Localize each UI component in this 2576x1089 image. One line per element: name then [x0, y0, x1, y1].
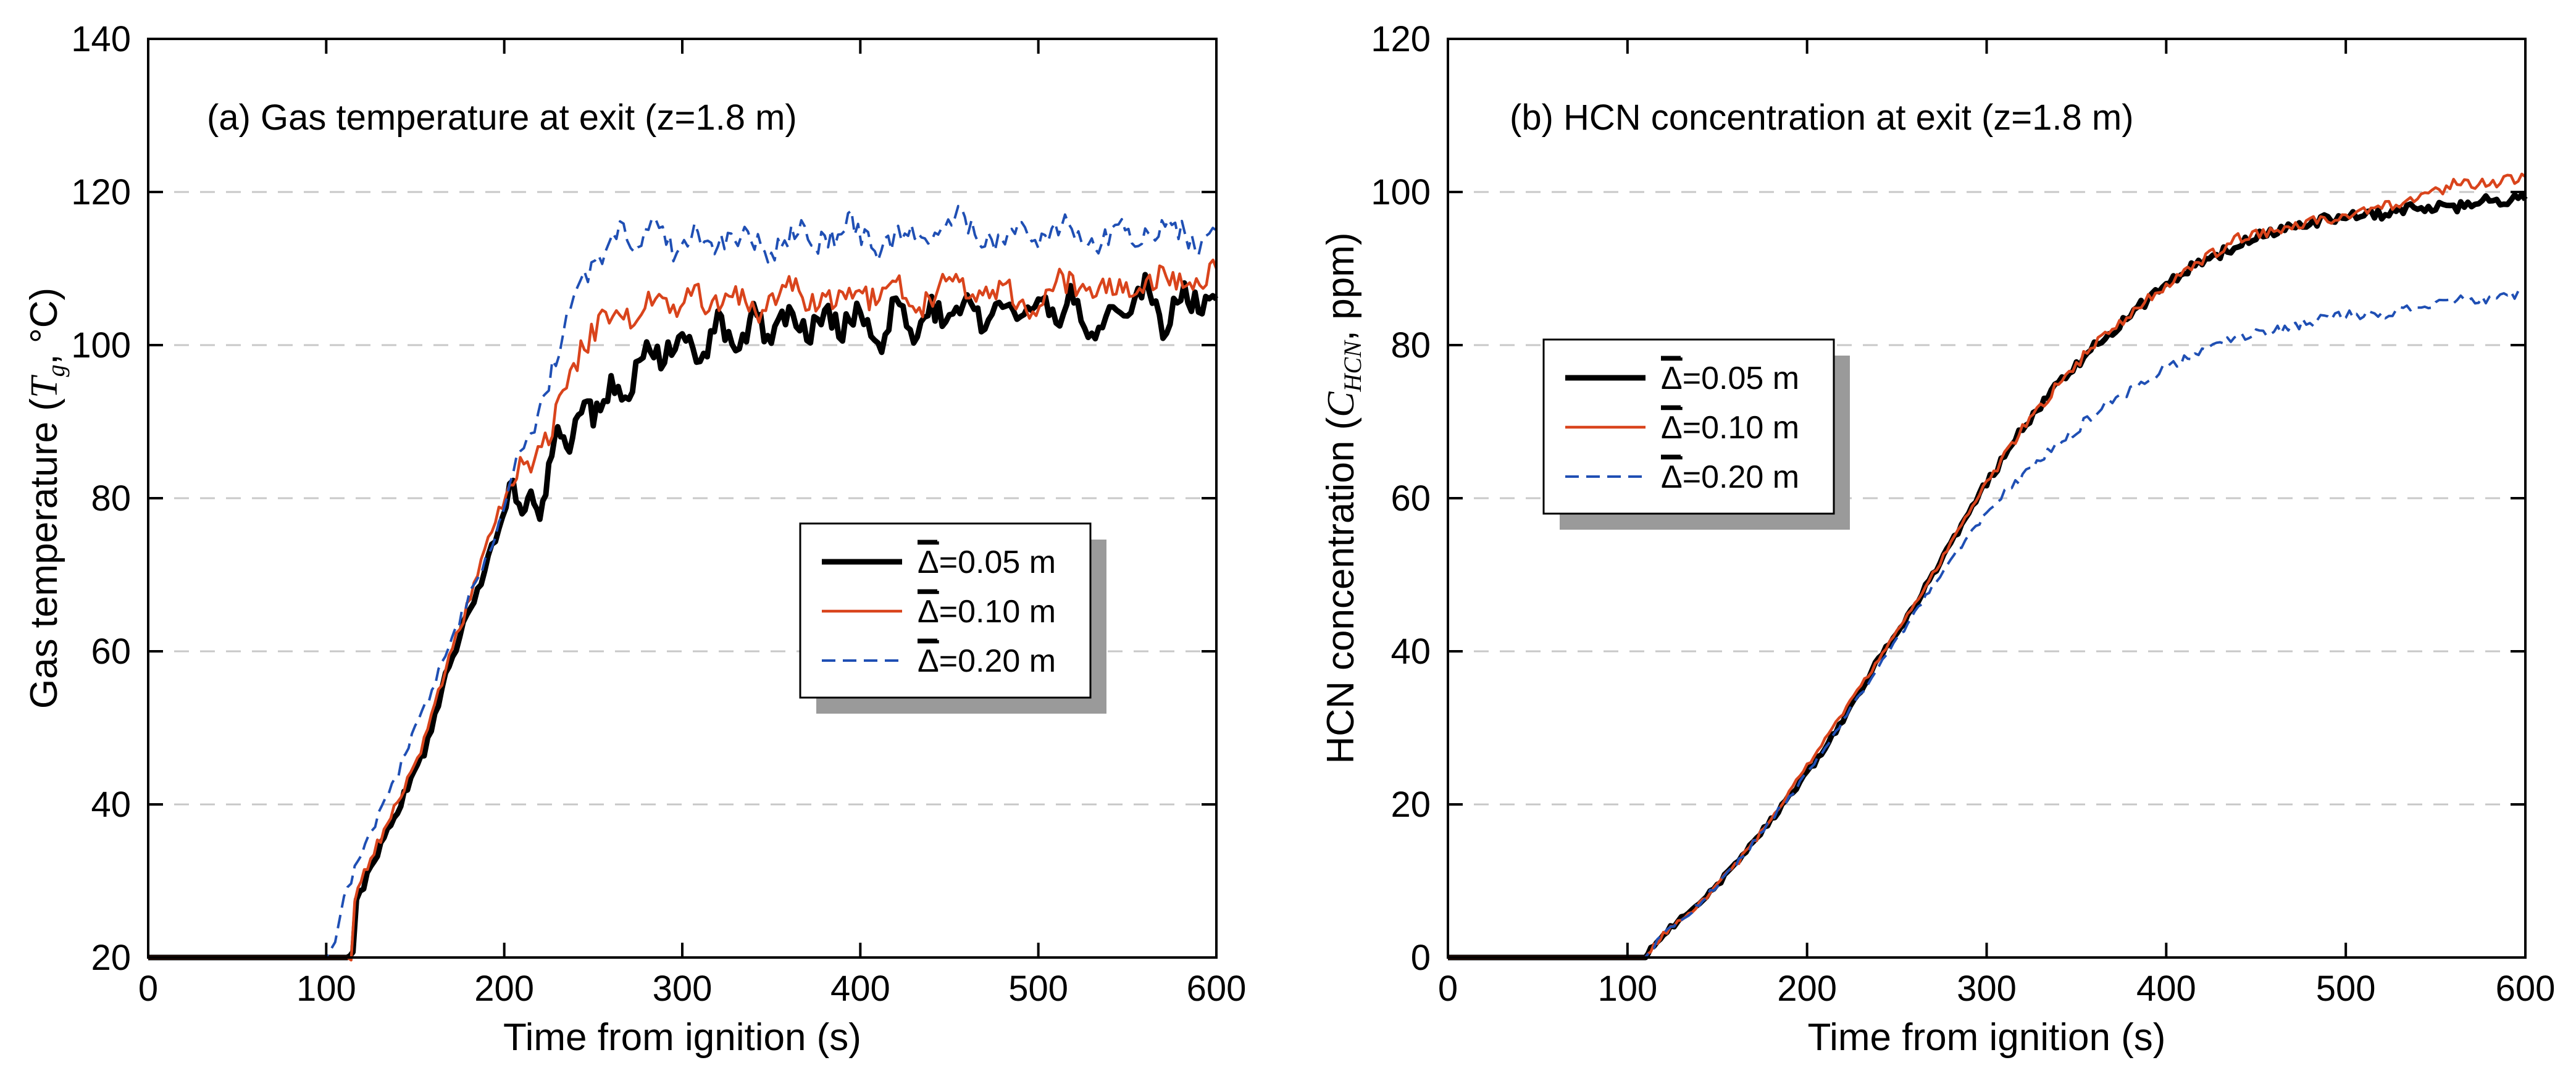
y-tick-label: 100 [71, 325, 131, 365]
chart-panel-b: 0 100 200 300 400 500 600 0 20 40 60 80 100 120 Time f… [1319, 19, 2555, 1059]
x-tick-label: 0 [1438, 969, 1458, 1009]
legend-label-1: Δ=0.10 m [1661, 410, 1799, 446]
x-tick-label: 100 [1597, 969, 1657, 1009]
x-axis-label: Time from ignition (s) [503, 1016, 861, 1059]
legend-label-0: Δ=0.05 m [918, 544, 1056, 580]
legend-delta-symbol: Δ [918, 544, 939, 580]
x-tick-label: 400 [830, 969, 890, 1009]
y-axis-label-tail: , ppm) [1319, 233, 1362, 341]
x-tick-label: 200 [474, 969, 534, 1009]
legend-delta-symbol: Δ [1661, 410, 1683, 446]
y-axis-label-symbol: T [23, 374, 65, 398]
series-line-1 [1448, 172, 2527, 959]
legend-label-value: =0.20 m [1683, 459, 1799, 495]
x-tick-label: 100 [296, 969, 356, 1009]
legend-label-value: =0.05 m [1683, 361, 1799, 396]
chart-panel-a: 0 100 200 300 400 500 600 20 40 60 80 100 120 140 Time… [23, 19, 1246, 1059]
legend-delta-symbol: Δ [1661, 459, 1683, 495]
x-tick-label: 500 [2316, 969, 2376, 1009]
y-tick-label: 80 [1390, 325, 1431, 365]
x-tick-label: 300 [1957, 969, 2017, 1009]
panel-title: (a) Gas temperature at exit (z=1.8 m) [207, 98, 797, 138]
legend-label-2: Δ=0.20 m [1661, 459, 1799, 495]
series-line-0 [1448, 191, 2528, 961]
y-tick-label: 120 [1371, 19, 1431, 59]
x-tick-label: 500 [1008, 969, 1068, 1009]
y-axis-label-text: HCN concentration ( [1319, 417, 1362, 764]
y-tick-label: 100 [1371, 172, 1431, 212]
y-tick-label: 80 [91, 478, 131, 519]
y-tick-label: 0 [1411, 938, 1431, 978]
y-tick-label: 40 [1390, 632, 1431, 672]
legend-label-0: Δ=0.05 m [1661, 361, 1799, 396]
legend-label-value: =0.10 m [939, 594, 1056, 630]
x-tick-label: 400 [2136, 969, 2196, 1009]
y-tick-label: 60 [91, 632, 131, 672]
y-axis-label-subscript: g [42, 365, 70, 377]
legend-label-value: =0.10 m [1683, 410, 1799, 446]
y-tick-label: 120 [71, 172, 131, 212]
x-tick-label: 0 [138, 969, 158, 1009]
x-tick-label: 600 [2496, 969, 2556, 1009]
legend-label-2: Δ=0.20 m [918, 643, 1056, 679]
x-axis-label: Time from ignition (s) [1808, 1016, 2166, 1059]
legend-label-value: =0.20 m [939, 643, 1056, 679]
legend-label-1: Δ=0.10 m [918, 594, 1056, 630]
series-line-2 [148, 204, 1218, 959]
y-tick-label: 60 [1390, 478, 1431, 519]
legend-delta-symbol: Δ [918, 594, 939, 630]
legend-delta-symbol: Δ [918, 643, 939, 679]
y-axis-label: Gas temperature (Tg, °C) [23, 288, 70, 709]
x-tick-label: 300 [653, 969, 713, 1009]
x-tick-label: 600 [1187, 969, 1247, 1009]
y-axis-label: HCN concentration (CHCN, ppm) [1319, 233, 1366, 764]
legend-label-value: =0.05 m [939, 544, 1056, 580]
y-tick-label: 20 [91, 938, 131, 978]
y-axis-label-text: Gas temperature ( [23, 398, 65, 709]
y-tick-label: 140 [71, 19, 131, 59]
y-axis-label-symbol: C [1320, 391, 1362, 417]
y-tick-label: 20 [1390, 785, 1431, 825]
y-axis-label-tail: , °C) [23, 288, 65, 365]
panel-title: (b) HCN concentration at exit (z=1.8 m) [1510, 98, 2134, 138]
y-tick-label: 40 [91, 785, 131, 825]
x-tick-label: 200 [1777, 969, 1837, 1009]
legend-delta-symbol: Δ [1661, 361, 1683, 396]
y-axis-label-subscript: HCN [1339, 340, 1366, 393]
